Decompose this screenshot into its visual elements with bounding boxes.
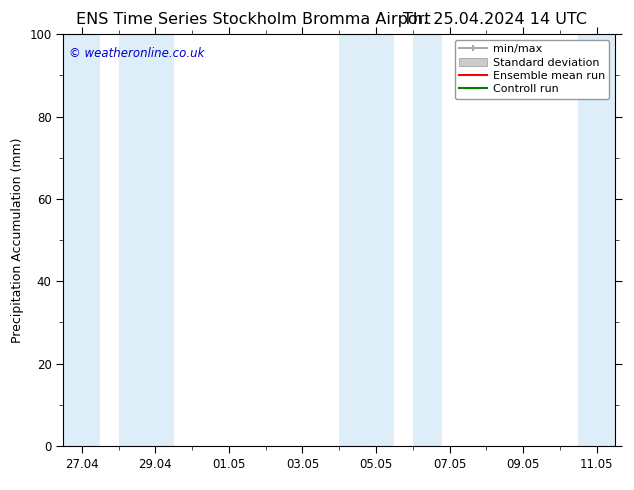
Bar: [63, 34, 100, 446]
Y-axis label: Precipitation Accumulation (mm): Precipitation Accumulation (mm): [11, 137, 24, 343]
Legend: min/max, Standard deviation, Ensemble mean run, Controll run: min/max, Standard deviation, Ensemble me…: [455, 40, 609, 99]
Bar: [339, 34, 394, 446]
Bar: [578, 34, 615, 446]
Bar: [119, 34, 174, 446]
Text: © weatheronline.co.uk: © weatheronline.co.uk: [69, 47, 204, 60]
Text: ENS Time Series Stockholm Bromma Airport: ENS Time Series Stockholm Bromma Airport: [76, 12, 431, 27]
Bar: [413, 34, 442, 446]
Text: Th. 25.04.2024 14 UTC: Th. 25.04.2024 14 UTC: [403, 12, 586, 27]
